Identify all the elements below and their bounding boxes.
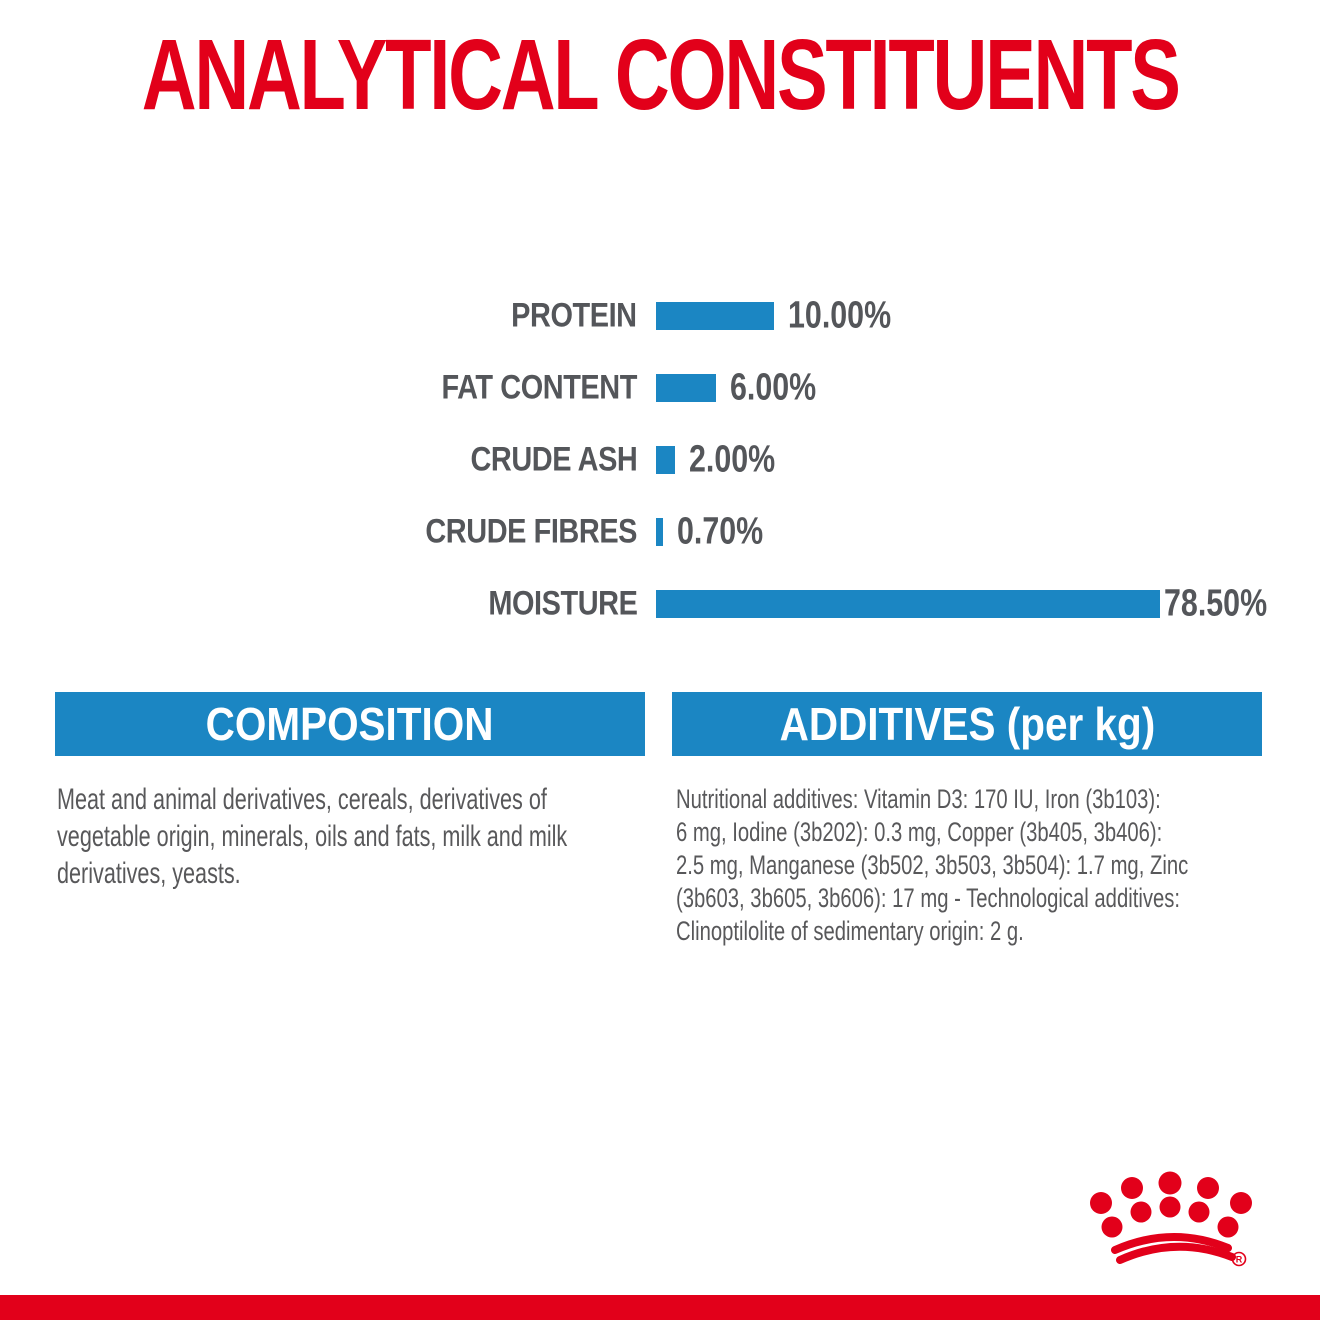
chart-bar: [656, 374, 716, 402]
chart-row: MOISTURE 78.50%: [0, 568, 1320, 640]
chart-bar: [656, 446, 675, 474]
chart-row: CRUDE FIBRES 0.70%: [0, 496, 1320, 568]
royal-canin-crown-logo: R: [1090, 1171, 1252, 1267]
chart-bar: [656, 302, 774, 330]
composition-text-line: vegetable origin, minerals, oils and fat…: [57, 820, 568, 853]
chart-value-label: 0.70%: [677, 510, 764, 553]
additives-text-line: (3b603, 3b605, 3b606): 17 mg - Technolog…: [676, 883, 1180, 913]
chart-row: PROTEIN 10.00%: [0, 280, 1320, 352]
composition-header-bar: COMPOSITION: [55, 692, 645, 756]
chart-bar: [656, 518, 663, 546]
chart-category-label: CRUDE ASH: [470, 440, 637, 479]
analytical-constituents-chart: PROTEIN 10.00% FAT CONTENT 6.00% CRUDE ASH 2.…: [0, 280, 1320, 642]
chart-category-label: FAT CONTENT: [441, 368, 638, 407]
chart-row: FAT CONTENT 6.00%: [0, 352, 1320, 424]
svg-text:R: R: [1236, 1255, 1243, 1265]
additives-text: Nutritional additives: Vitamin D3: 170 I…: [676, 783, 1320, 948]
additives-text-line: 2.5 mg, Manganese (3b502, 3b503, 3b504):…: [676, 850, 1189, 880]
title-row: ANALYTICAL CONSTITUENTS: [0, 24, 1320, 126]
page-title: ANALYTICAL CONSTITUENTS: [141, 19, 1181, 131]
chart-value-label: 2.00%: [689, 438, 776, 481]
chart-category-label: PROTEIN: [511, 296, 638, 335]
chart-bar: [656, 590, 1160, 618]
crown-dots: [1090, 1171, 1252, 1238]
chart-value-label: 78.50%: [1164, 582, 1268, 625]
composition-header-label: COMPOSITION: [206, 698, 494, 750]
composition-text-line: Meat and animal derivatives, cereals, de…: [57, 783, 547, 816]
bottom-red-strip: [0, 1295, 1320, 1320]
crown-arcs: [1111, 1233, 1236, 1264]
additives-text-line: 6 mg, Iodine (3b202): 0.3 mg, Copper (3b…: [676, 817, 1163, 847]
chart-row: CRUDE ASH 2.00%: [0, 424, 1320, 496]
composition-text-line: derivatives, yeasts.: [57, 857, 241, 890]
chart-value-label: 6.00%: [730, 366, 817, 409]
additives-header-label: ADDITIVES (per kg): [779, 698, 1155, 750]
chart-category-label: MOISTURE: [487, 584, 638, 623]
registered-trademark-symbol: R: [1231, 1251, 1247, 1267]
composition-text: Meat and animal derivatives, cereals, de…: [57, 781, 766, 892]
chart-value-label: 10.00%: [788, 294, 892, 337]
chart-category-label: CRUDE FIBRES: [425, 512, 637, 551]
additives-text-line: Nutritional additives: Vitamin D3: 170 I…: [676, 784, 1161, 814]
additives-header-bar: ADDITIVES (per kg): [672, 692, 1262, 756]
additives-text-line: Clinoptilolite of sedimentary origin: 2 …: [676, 916, 1024, 946]
